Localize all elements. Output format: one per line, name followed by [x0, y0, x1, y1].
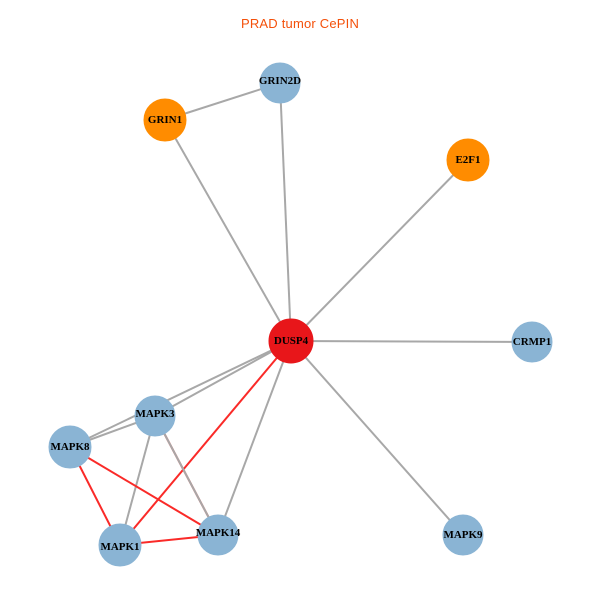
edge-dusp4-mapk1	[119, 340, 292, 546]
chart-title: PRAD tumor CePIN	[240, 16, 360, 31]
node-mapk9[interactable]	[442, 514, 484, 556]
node-mapk3[interactable]	[134, 395, 176, 437]
node-grin1[interactable]	[143, 98, 187, 142]
node-dusp4[interactable]	[268, 318, 314, 364]
node-mapk14[interactable]	[197, 514, 239, 556]
edge-mapk14-mapk3	[154, 415, 219, 536]
edge-dusp4-mapk3	[154, 340, 292, 417]
edge-dusp4-mapk8	[69, 340, 292, 448]
node-e2f1[interactable]	[446, 138, 490, 182]
edge-dusp4-mapk9	[290, 340, 464, 536]
edge-mapk8-mapk14	[69, 446, 219, 536]
edge-mapk3-mapk1	[119, 415, 156, 546]
edge-dusp4-mapk14	[217, 340, 292, 536]
edge-grin2d-dusp4	[279, 82, 292, 342]
node-crmp1[interactable]	[511, 321, 553, 363]
node-layer	[48, 62, 553, 567]
edge-grin1-dusp4	[164, 119, 292, 342]
node-grin2d[interactable]	[259, 62, 301, 104]
node-mapk8[interactable]	[48, 425, 92, 469]
edge-dusp4-crmp1	[290, 340, 533, 343]
edge-e2f1-dusp4	[290, 159, 469, 342]
node-mapk1[interactable]	[98, 523, 142, 567]
